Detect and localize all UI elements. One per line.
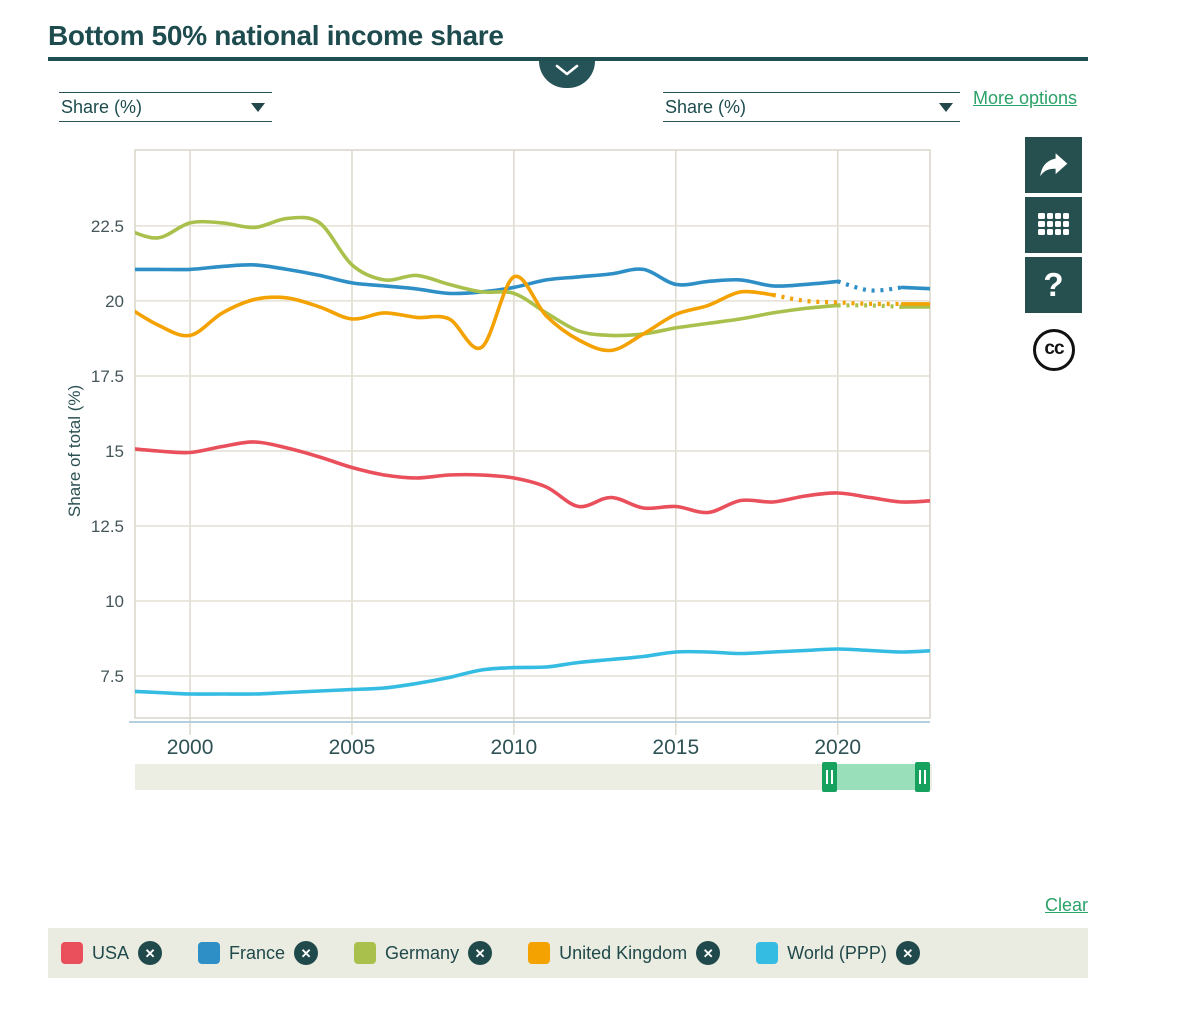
remove-series-button[interactable]: ✕ xyxy=(895,941,920,965)
y-tick-label: 7.5 xyxy=(100,667,124,686)
x-tick-label: 2015 xyxy=(652,736,699,759)
year-range-selection[interactable] xyxy=(821,764,930,790)
series-swatch xyxy=(756,942,779,964)
y-tick-label: 15 xyxy=(105,442,124,461)
share-button[interactable] xyxy=(1025,137,1082,193)
series-line-france xyxy=(135,262,840,296)
legend-item-united-kingdom: United Kingdom ✕ xyxy=(528,941,721,965)
remove-series-button[interactable]: ✕ xyxy=(468,941,493,965)
legend-label: United Kingdom xyxy=(559,942,688,963)
legend-item-germany: Germany ✕ xyxy=(354,941,493,965)
legend-bar: USA ✕ France ✕ Germany ✕ United Kingdom ✕ World … xyxy=(48,928,1088,978)
creative-commons-icon[interactable]: cc xyxy=(1033,329,1075,371)
remove-series-button[interactable]: ✕ xyxy=(294,941,319,965)
y-axis-title: Share of total (%) xyxy=(65,385,84,517)
plot-border xyxy=(134,149,931,719)
series-line-france-projected xyxy=(837,279,903,293)
y-tick-label: 12.5 xyxy=(91,517,124,536)
table-button[interactable] xyxy=(1025,197,1082,253)
slider-handle-right[interactable] xyxy=(915,762,930,792)
more-options-link[interactable]: More options xyxy=(973,88,1078,108)
unit-dropdown-left[interactable]: Share (%) xyxy=(59,92,272,122)
unit-dropdown-right[interactable]: Share (%) xyxy=(663,92,960,122)
remove-series-button[interactable]: ✕ xyxy=(696,941,721,965)
slider-handle-left[interactable] xyxy=(821,762,837,792)
legend-label: France xyxy=(229,942,286,963)
x-tick-label: 2005 xyxy=(329,736,376,759)
year-range-slider-track[interactable] xyxy=(135,762,932,792)
y-tick-label: 22.5 xyxy=(91,217,124,236)
series-line-united-kingdom-projected xyxy=(772,292,903,307)
legend-item-usa: USA ✕ xyxy=(61,941,163,965)
legend-label: World (PPP) xyxy=(787,942,887,963)
y-tick-label: 17.5 xyxy=(91,367,124,386)
series-line-germany xyxy=(135,215,840,338)
dropdown-caret-icon xyxy=(939,102,953,112)
x-tick-label: 2000 xyxy=(167,736,214,759)
legend-item-world-ppp: World (PPP) ✕ xyxy=(756,941,920,965)
legend-item-france: France ✕ xyxy=(198,941,319,965)
series-swatch xyxy=(61,942,83,964)
series-line-france xyxy=(900,285,930,291)
remove-series-button[interactable]: ✕ xyxy=(138,941,163,965)
title-underline xyxy=(48,57,1088,61)
legend-label: USA xyxy=(92,942,130,963)
line-chart[interactable]: 2000 2005 2010 2015 2020 7.5 10 12.5 15 17.5 20 22.… xyxy=(0,140,960,785)
series-swatch xyxy=(198,942,221,964)
series-line-world-ppp xyxy=(135,647,930,696)
y-tick-label: 10 xyxy=(105,592,124,611)
series-swatch xyxy=(528,942,551,964)
series-swatch xyxy=(354,942,377,964)
chevron-down-icon xyxy=(555,64,579,76)
page-title: Bottom 50% national income share xyxy=(48,20,504,51)
clear-selection-link[interactable]: Clear xyxy=(1044,895,1088,915)
x-tick-label: 2020 xyxy=(814,736,861,759)
legend-label: Germany xyxy=(385,942,460,963)
dropdown-caret-icon xyxy=(251,102,265,112)
help-button[interactable]: ? xyxy=(1025,257,1082,313)
unit-dropdown-right-value: Share (%) xyxy=(665,96,747,117)
series-line-usa xyxy=(135,440,930,515)
collapse-panel-button[interactable] xyxy=(539,61,595,88)
y-tick-label: 20 xyxy=(105,292,124,311)
series-line-united-kingdom xyxy=(135,274,775,353)
table-icon xyxy=(1038,213,1069,235)
x-tick-label: 2010 xyxy=(491,736,538,759)
share-icon xyxy=(1039,153,1067,177)
question-mark-icon: ? xyxy=(1043,266,1064,303)
unit-dropdown-left-value: Share (%) xyxy=(61,96,143,117)
